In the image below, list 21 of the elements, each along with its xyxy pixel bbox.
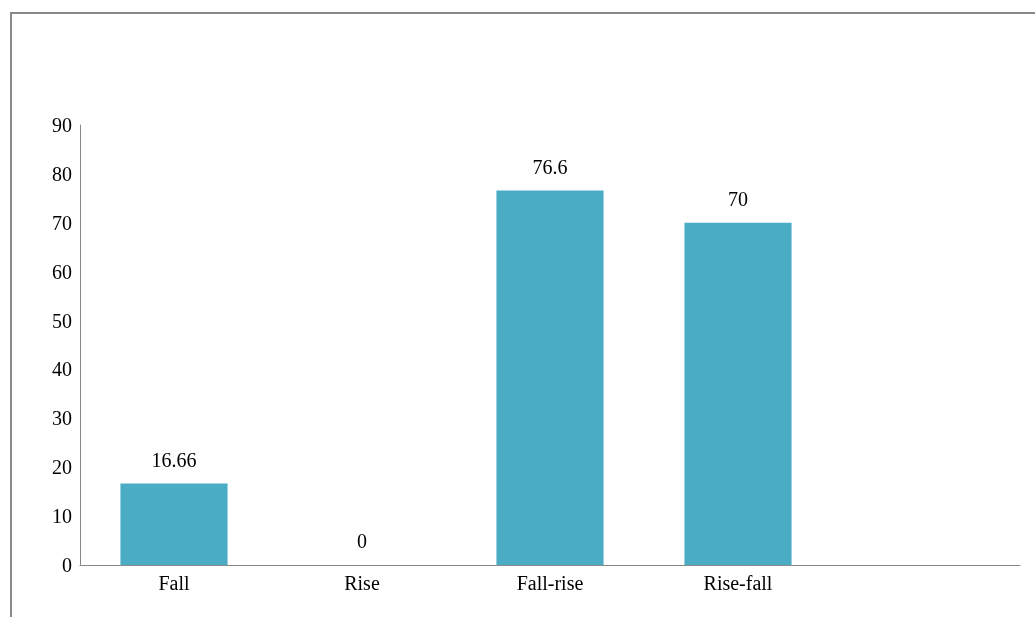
y-tick-label: 50 (52, 309, 72, 332)
y-tick-label: 10 (52, 505, 72, 528)
y-tick-label: 40 (52, 358, 72, 381)
data-label: 16.66 (151, 448, 197, 471)
bar (684, 222, 792, 565)
x-tick-label: Fall-rise (516, 572, 584, 594)
data-label: 0 (357, 530, 367, 552)
x-tick-label: Rise-fall (703, 572, 773, 594)
y-tick-label: 60 (52, 260, 72, 283)
y-tick-label: 30 (52, 407, 72, 430)
y-tick-label: 80 (52, 162, 72, 185)
y-tick-label: 90 (52, 114, 72, 136)
x-tick-label: Fall (158, 572, 190, 594)
y-tick-label: 70 (52, 211, 72, 234)
bar (120, 483, 228, 565)
x-tick-label: Rise (344, 572, 380, 594)
data-label: 76.6 (532, 155, 568, 178)
data-label: 70 (728, 187, 748, 210)
y-tick-label: 0 (62, 554, 72, 576)
y-tick-label: 20 (52, 456, 72, 479)
bar (496, 190, 604, 565)
